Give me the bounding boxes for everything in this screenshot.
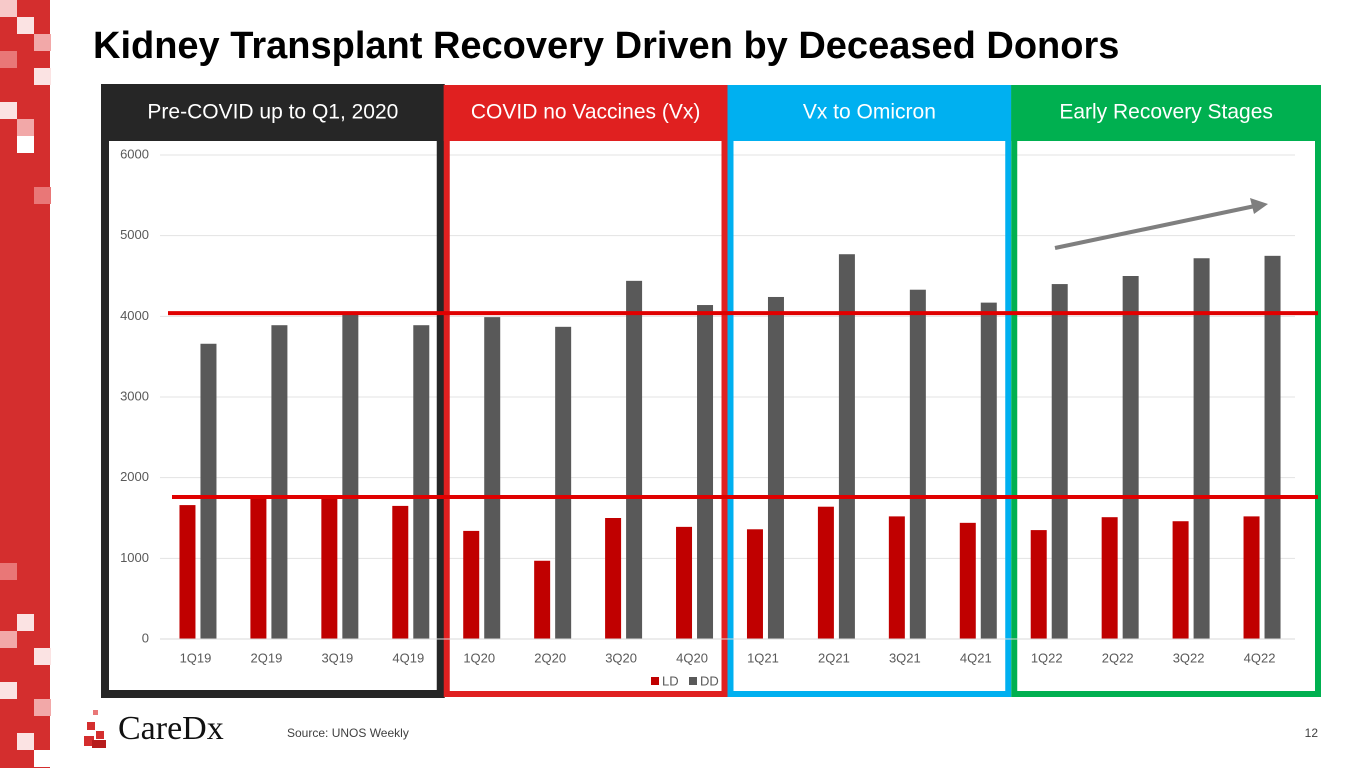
slide-title: Kidney Transplant Recovery Driven by Dec… bbox=[93, 25, 1119, 67]
x-tick-label: 1Q21 bbox=[747, 650, 779, 665]
bar bbox=[1264, 255, 1281, 640]
y-tick-label: 6000 bbox=[120, 146, 149, 161]
x-tick-label: 3Q21 bbox=[889, 650, 921, 665]
section-label: Pre-COVID up to Q1, 2020 bbox=[147, 101, 398, 124]
bar bbox=[697, 305, 714, 639]
bar bbox=[959, 522, 976, 639]
bar bbox=[534, 560, 551, 639]
bar bbox=[888, 516, 905, 639]
bar bbox=[484, 317, 501, 639]
bar bbox=[1122, 276, 1139, 639]
bar bbox=[413, 325, 430, 639]
source: Source: UNOS Weekly bbox=[287, 726, 409, 740]
bar bbox=[271, 325, 288, 639]
x-tick-label: 1Q19 bbox=[180, 650, 212, 665]
bar bbox=[1172, 521, 1189, 639]
x-tick-label: 2Q21 bbox=[818, 650, 850, 665]
legend-label: LD bbox=[662, 673, 679, 688]
bar bbox=[1243, 516, 1260, 639]
x-tick-label: 1Q22 bbox=[1031, 650, 1063, 665]
section-header bbox=[727, 85, 1012, 141]
section-header bbox=[102, 85, 444, 141]
bar bbox=[321, 497, 338, 639]
chart: 0 1000 2000 3000 4000 5000 6000 Pre-COVID up to… bbox=[101, 84, 1321, 698]
section-header bbox=[443, 85, 728, 141]
bar bbox=[342, 312, 359, 639]
legend-label: DD bbox=[700, 673, 719, 688]
bar bbox=[250, 497, 267, 639]
x-tick-label: 2Q22 bbox=[1102, 650, 1134, 665]
y-tick-label: 2000 bbox=[120, 469, 149, 484]
side-mosaic bbox=[0, 0, 51, 768]
x-tick-label: 1Q20 bbox=[463, 650, 495, 665]
bar bbox=[463, 530, 480, 639]
bar bbox=[1051, 284, 1068, 639]
bar bbox=[200, 343, 217, 639]
bar bbox=[626, 280, 643, 639]
y-tick-label: 5000 bbox=[120, 227, 149, 242]
x-tick-label: 2Q19 bbox=[251, 650, 283, 665]
bar bbox=[1030, 530, 1047, 639]
bar bbox=[555, 326, 572, 639]
y-tick-label: 3000 bbox=[120, 388, 149, 403]
bar bbox=[1101, 517, 1118, 639]
x-tick-label: 2Q20 bbox=[534, 650, 566, 665]
section-label: Vx to Omicron bbox=[803, 101, 936, 124]
y-tick-label: 4000 bbox=[120, 308, 149, 323]
trend-arrowhead bbox=[1250, 198, 1268, 214]
y-tick-label: 1000 bbox=[120, 550, 149, 565]
page-number: 12 bbox=[1305, 726, 1319, 740]
bar bbox=[746, 529, 763, 639]
bar bbox=[817, 506, 834, 639]
x-tick-label: 4Q22 bbox=[1244, 650, 1276, 665]
logo: CareDx bbox=[84, 710, 224, 748]
bar bbox=[179, 505, 196, 639]
x-tick-label: 3Q20 bbox=[605, 650, 637, 665]
logo-text: CareDx bbox=[118, 710, 224, 747]
legend-swatch bbox=[651, 677, 659, 685]
x-tick-label: 4Q21 bbox=[960, 650, 992, 665]
bar bbox=[392, 505, 409, 639]
bar bbox=[676, 526, 693, 639]
section-label: COVID no Vaccines (Vx) bbox=[471, 101, 701, 124]
section-header bbox=[1011, 85, 1321, 141]
x-tick-label: 3Q22 bbox=[1173, 650, 1205, 665]
bar bbox=[605, 518, 622, 639]
x-tick-label: 3Q19 bbox=[321, 650, 353, 665]
legend-swatch bbox=[689, 677, 697, 685]
x-tick-label: 4Q20 bbox=[676, 650, 708, 665]
bar bbox=[767, 296, 784, 639]
bar bbox=[909, 289, 926, 639]
bar bbox=[838, 254, 855, 639]
trend-arrow bbox=[1054, 204, 1256, 250]
bar bbox=[980, 302, 997, 639]
section-label: Early Recovery Stages bbox=[1059, 101, 1273, 124]
y-tick-label: 0 bbox=[142, 630, 149, 645]
x-tick-label: 4Q19 bbox=[392, 650, 424, 665]
bar bbox=[1193, 258, 1210, 639]
